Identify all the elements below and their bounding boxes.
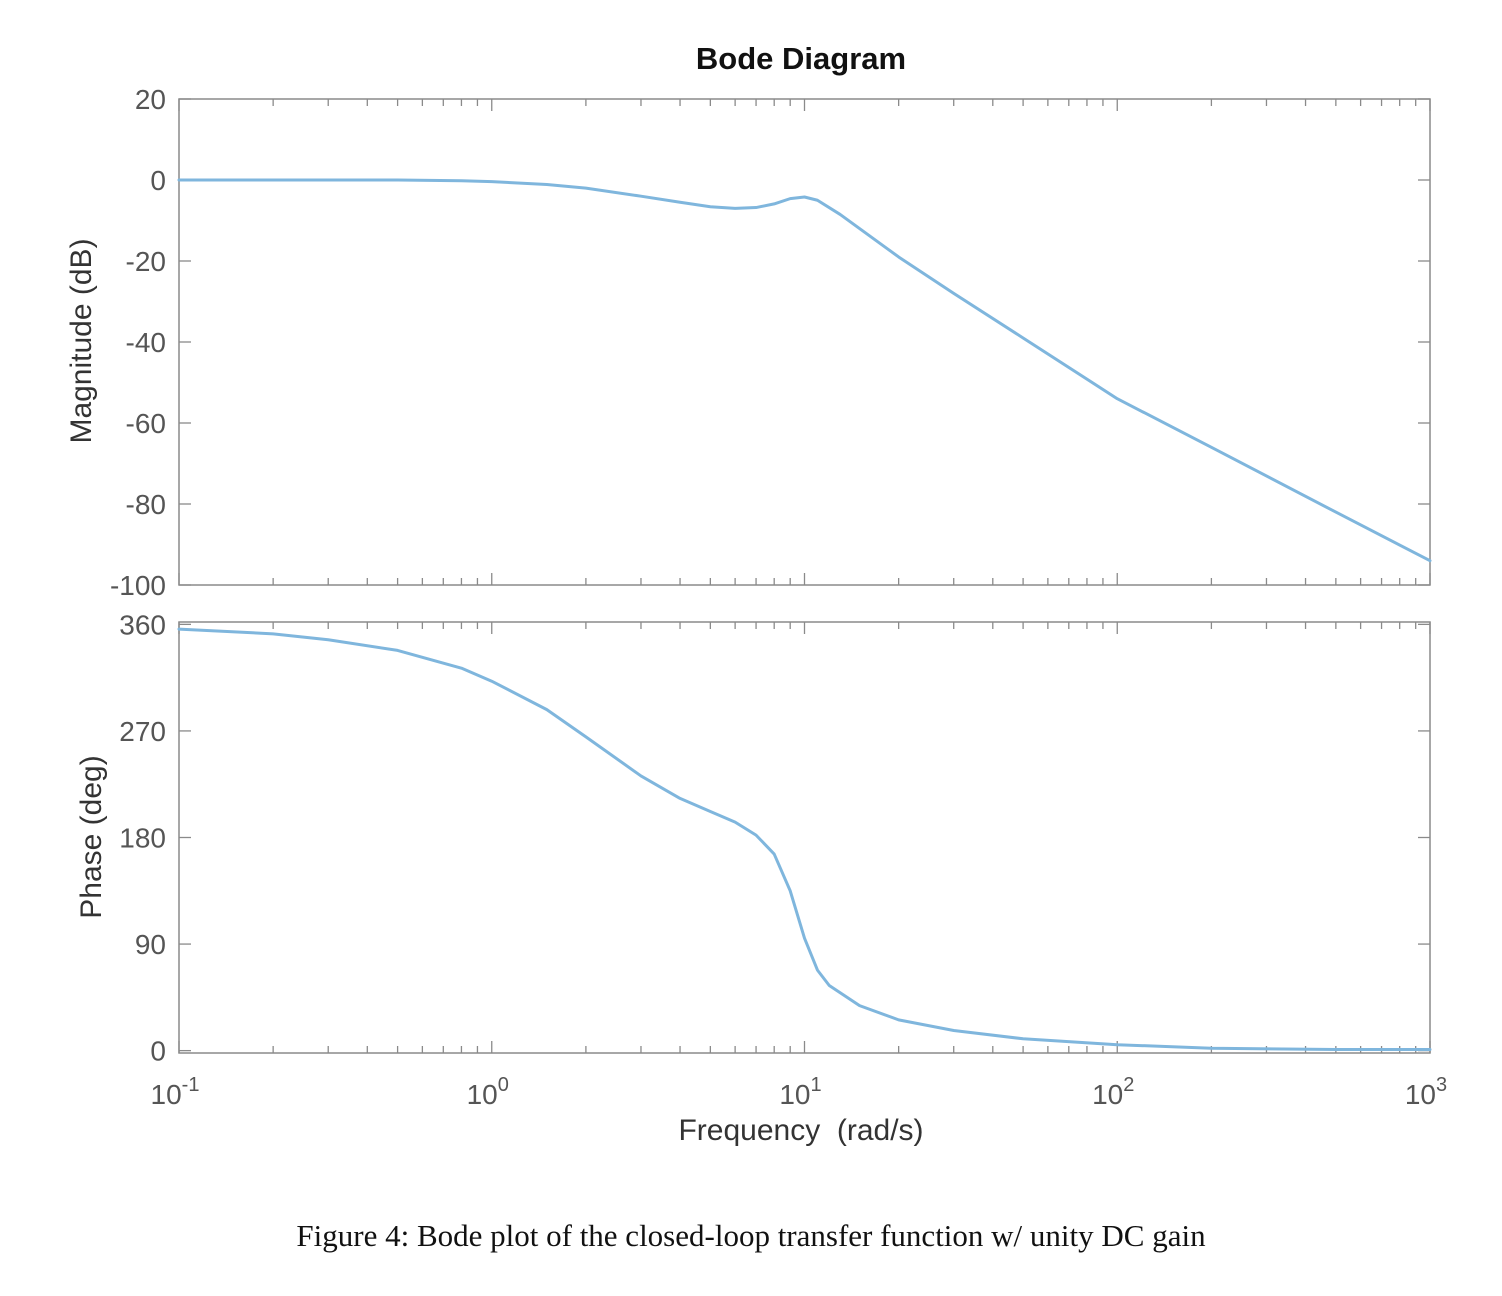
magnitude-y-tick-label: -40 bbox=[126, 327, 166, 358]
frequency-tick-labels: 10-1 100 101 102 103 bbox=[151, 1074, 1448, 1110]
chart-title: Bode Diagram bbox=[696, 41, 906, 76]
magnitude-y-tick-label: 0 bbox=[150, 165, 166, 196]
frequency-tick-label: 103 bbox=[1405, 1074, 1447, 1110]
phase-y-tick-label: 0 bbox=[150, 1036, 166, 1067]
magnitude-y-tick-label: -60 bbox=[126, 408, 166, 439]
magnitude-curve bbox=[177, 178, 1432, 563]
magnitude-panel: Magnitude (dB) 20 0 -20 -40 -60 -80 -100 bbox=[65, 84, 1432, 601]
phase-curve bbox=[177, 627, 1432, 1051]
magnitude-y-tick-label: 20 bbox=[135, 84, 166, 115]
magnitude-y-tick-label: -20 bbox=[126, 246, 166, 277]
phase-y-tick-label: 360 bbox=[119, 609, 166, 640]
magnitude-plot-frame bbox=[178, 98, 1431, 586]
frequency-tick-label: 101 bbox=[779, 1074, 821, 1110]
phase-axis-label: Phase (deg) bbox=[75, 755, 108, 918]
frequency-tick-label: 102 bbox=[1092, 1074, 1134, 1110]
magnitude-y-tick-label: -100 bbox=[110, 570, 166, 601]
magnitude-y-tick-label: -80 bbox=[126, 489, 166, 520]
bode-figure: Bode Diagram Magnitude (dB) 20 0 -20 -40 -60… bbox=[65, 41, 1448, 1147]
frequency-tick-label: 100 bbox=[467, 1074, 509, 1110]
frequency-axis-label: Frequency (rad/s) bbox=[678, 1114, 923, 1147]
phase-y-tick-label: 270 bbox=[119, 716, 166, 747]
figure-caption: Figure 4: Bode plot of the closed-loop t… bbox=[296, 1218, 1206, 1253]
phase-y-tick-label: 90 bbox=[135, 929, 166, 960]
phase-y-tick-label: 180 bbox=[119, 823, 166, 854]
phase-plot-frame bbox=[178, 621, 1431, 1054]
phase-panel: Phase (deg) 360 270 180 90 0 bbox=[75, 609, 1432, 1067]
frequency-tick-label: 10-1 bbox=[151, 1074, 200, 1110]
magnitude-axis-label: Magnitude (dB) bbox=[65, 238, 98, 443]
